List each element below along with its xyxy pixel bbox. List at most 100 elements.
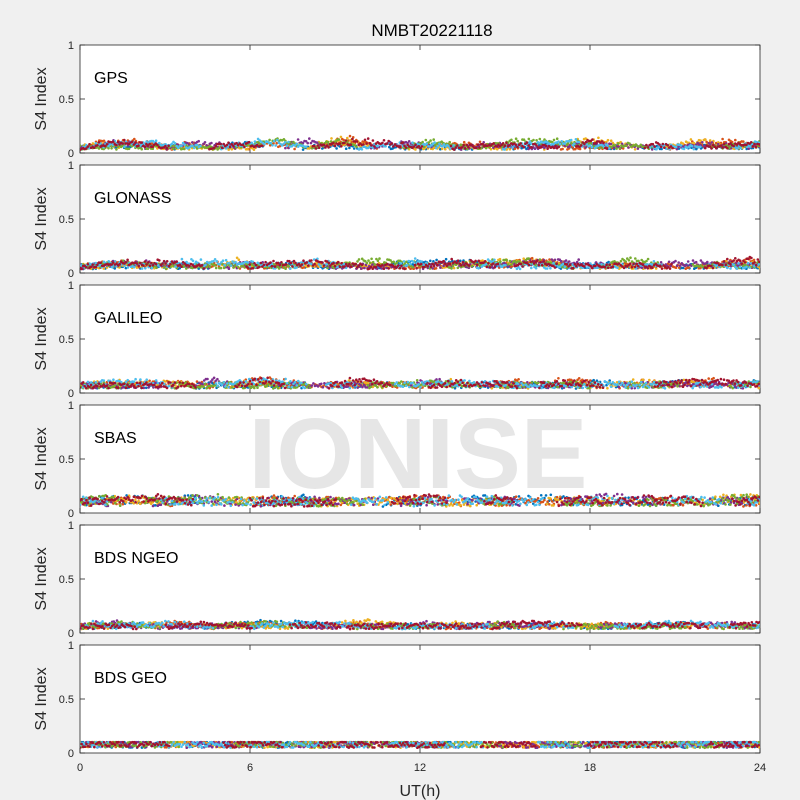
data-point	[597, 136, 600, 140]
data-point	[514, 137, 518, 140]
data-point	[729, 267, 732, 270]
data-point	[402, 260, 406, 263]
data-point	[241, 143, 245, 147]
data-point	[460, 146, 464, 149]
data-point	[663, 146, 666, 149]
data-point	[507, 263, 510, 266]
data-point	[287, 265, 291, 268]
data-point	[602, 141, 605, 145]
data-point	[369, 265, 373, 269]
data-point	[538, 258, 542, 261]
data-point	[493, 258, 496, 262]
data-point	[552, 138, 556, 142]
data-point	[215, 260, 218, 263]
data-point	[382, 267, 386, 271]
data-point	[222, 266, 226, 270]
data-point	[363, 138, 367, 142]
data-point	[417, 145, 421, 148]
data-point	[722, 260, 726, 263]
data-point	[151, 147, 155, 150]
data-point	[132, 143, 136, 146]
data-point	[666, 144, 669, 147]
data-point	[589, 264, 592, 268]
data-point	[112, 261, 115, 264]
data-point	[275, 141, 279, 145]
data-point	[317, 146, 321, 149]
data-point	[355, 145, 358, 149]
data-point	[495, 145, 499, 148]
data-point	[111, 140, 115, 143]
y-axis-label: S4 Index	[33, 307, 50, 370]
data-point	[424, 138, 428, 142]
data-point	[532, 138, 535, 142]
data-point	[452, 144, 455, 147]
data-point	[368, 141, 372, 145]
data-point	[104, 144, 107, 148]
data-point	[476, 143, 480, 146]
data-point	[326, 140, 330, 144]
data-point	[322, 264, 326, 267]
data-point	[224, 258, 228, 262]
data-point	[395, 266, 399, 269]
data-point	[470, 143, 473, 147]
data-point	[749, 145, 752, 148]
data-point	[280, 144, 284, 147]
data-point	[603, 265, 607, 269]
data-point	[222, 142, 225, 146]
data-point	[566, 145, 570, 149]
data-point	[531, 260, 534, 263]
data-point	[546, 147, 549, 150]
data-point	[608, 263, 611, 267]
data-point	[390, 142, 394, 145]
data-point	[598, 146, 602, 150]
data-point	[560, 265, 564, 269]
data-point	[660, 267, 664, 270]
data-point	[474, 259, 477, 263]
data-point	[284, 146, 287, 150]
data-point	[172, 147, 175, 150]
data-point	[329, 140, 333, 143]
data-point	[80, 144, 82, 147]
data-point	[135, 266, 139, 269]
data-point	[296, 138, 300, 141]
data-point	[743, 261, 747, 264]
data-point	[659, 261, 663, 264]
data-point	[508, 144, 511, 147]
data-point	[652, 260, 656, 263]
data-point	[432, 260, 435, 263]
data-point	[371, 139, 375, 142]
data-point	[434, 267, 438, 270]
data-point	[645, 143, 648, 147]
data-point	[214, 144, 218, 148]
data-point	[752, 258, 756, 262]
data-point	[708, 139, 712, 142]
data-point	[139, 261, 142, 265]
data-point	[742, 259, 745, 263]
data-point	[535, 139, 538, 142]
data-point	[681, 142, 685, 145]
data-point	[646, 146, 650, 149]
data-point	[445, 264, 449, 268]
data-point	[518, 267, 522, 271]
data-point	[344, 262, 348, 266]
data-point	[264, 260, 267, 264]
data-point	[92, 146, 96, 149]
data-point	[86, 263, 90, 266]
data-point	[178, 263, 182, 267]
data-point	[220, 146, 224, 149]
data-point	[681, 266, 685, 270]
data-point	[210, 141, 213, 145]
data-point	[640, 258, 643, 262]
data-point	[745, 265, 748, 269]
data-point	[577, 258, 580, 261]
data-point	[302, 259, 305, 263]
data-point	[501, 142, 505, 145]
data-point	[89, 265, 93, 269]
data-point	[357, 264, 361, 267]
data-point	[584, 146, 587, 149]
data-point	[577, 140, 581, 144]
data-point	[634, 143, 638, 146]
data-point	[305, 261, 309, 264]
